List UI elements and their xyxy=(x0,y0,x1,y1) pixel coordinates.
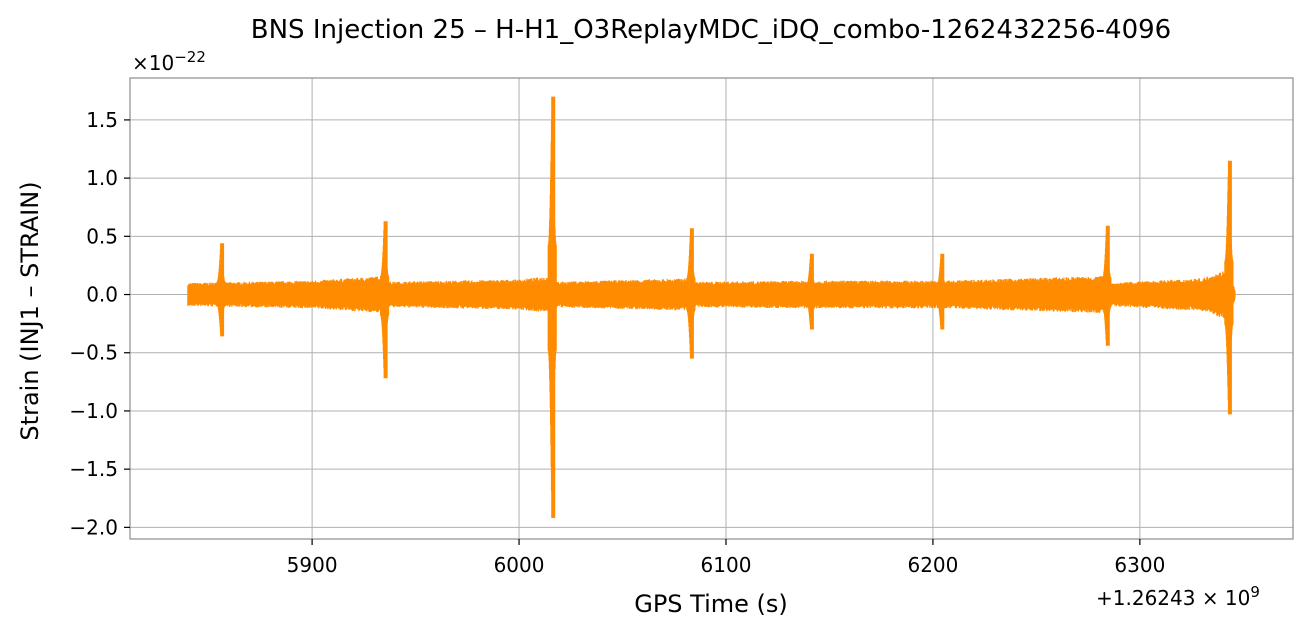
injection-glitch-spike xyxy=(1102,225,1112,346)
x-tick-label: 6100 xyxy=(701,553,752,577)
chart-title: BNS Injection 25 – H-H1_O3ReplayMDC_iDQ_… xyxy=(251,15,1171,45)
strain-noise-trace xyxy=(187,270,1236,320)
y-tick-label: −1.0 xyxy=(69,399,118,423)
y-tick-label: −0.5 xyxy=(69,341,118,365)
x-tick-label: 6000 xyxy=(494,553,545,577)
x-axis-label: GPS Time (s) xyxy=(634,590,788,618)
y-tick-label: 1.5 xyxy=(86,108,118,132)
y-scale-label: ×10−22 xyxy=(132,48,206,75)
y-tick-label: −2.0 xyxy=(69,515,118,539)
plot-frame xyxy=(129,77,1294,540)
y-tick-label: −1.5 xyxy=(69,457,118,481)
injection-glitch-spike xyxy=(547,96,557,518)
y-tick-label: 0.0 xyxy=(86,283,118,307)
tick-layer: 5900 6000 6100 6200 6300 1.5 1.0 0.5 0.0 −0.5 −1.0… xyxy=(69,108,1165,577)
grid-layer xyxy=(130,78,1293,539)
injection-glitch-spike xyxy=(936,253,946,330)
y-tick-label: 0.5 xyxy=(86,224,118,248)
x-tick-label: 5900 xyxy=(287,553,338,577)
signal-layer xyxy=(187,96,1236,518)
y-axis-label: Strain (INJ1 – STRAIN) xyxy=(16,181,44,440)
x-offset-label: +1.26243 × 109 xyxy=(1096,583,1260,610)
injection-glitch-spike xyxy=(380,221,390,379)
y-tick-label: 1.0 xyxy=(86,166,118,190)
x-tick-label: 6200 xyxy=(907,553,958,577)
x-tick-label: 6300 xyxy=(1114,553,1165,577)
injection-glitch-spike xyxy=(216,243,226,337)
injection-glitch-spike xyxy=(806,253,816,330)
injection-glitch-spike xyxy=(1224,160,1234,415)
injection-glitch-spike xyxy=(686,228,696,359)
